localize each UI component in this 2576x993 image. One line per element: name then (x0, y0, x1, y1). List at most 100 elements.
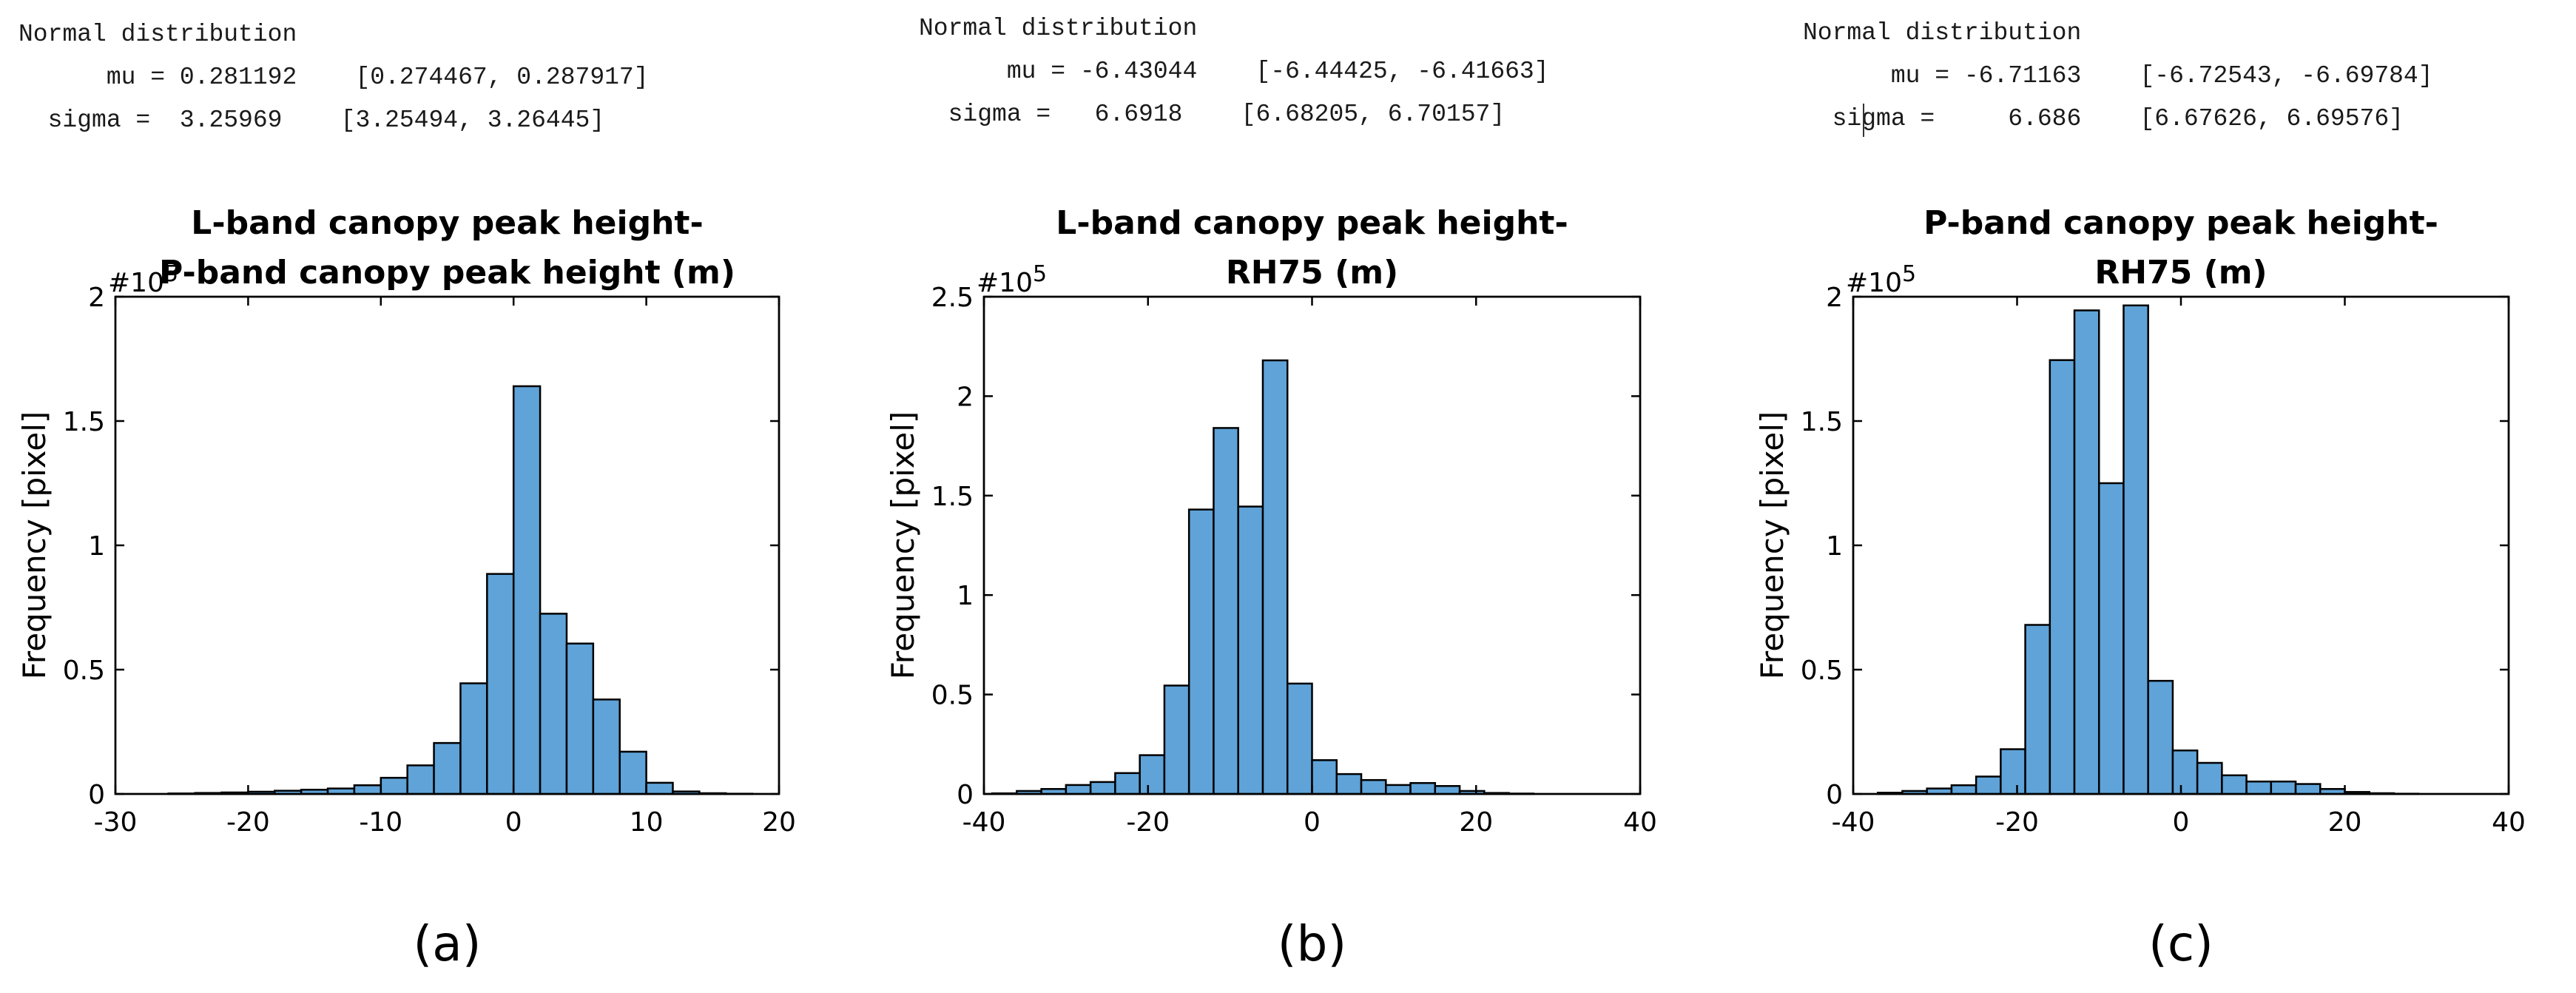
histogram-bar (1139, 754, 1166, 795)
x-tick-label: 40 (2492, 807, 2526, 838)
panel-label: (c) (2148, 915, 2213, 972)
y-axis-exponent-power: 5 (164, 261, 178, 287)
y-tick-label: 0.5 (931, 681, 974, 711)
x-tick-label: -30 (94, 807, 138, 838)
histogram-bar (1434, 784, 1461, 795)
histogram-bar (1975, 775, 2002, 795)
fit-row-sigma: sigma = 6.6918 [6.68205, 6.70157] (919, 101, 1505, 128)
fit-header: Normal distribution (18, 21, 297, 48)
bars (1876, 304, 2420, 795)
histogram-bar (2122, 304, 2149, 795)
x-tick-label: -10 (359, 807, 402, 838)
fit-row-mu: mu = -6.71163 [-6.72543, -6.69784] (1803, 62, 2433, 90)
histogram-bar (1237, 505, 1264, 795)
x-tick-label: 0 (1304, 807, 1321, 838)
histogram-bar (2294, 783, 2322, 795)
y-tick-label: 0.5 (1801, 656, 1843, 686)
y-tick-label: 1.5 (1801, 407, 1843, 437)
histogram-bar (1311, 759, 1338, 795)
histogram-bar (2098, 482, 2125, 795)
y-axis-exponent: #105 (977, 261, 1047, 298)
x-tick-label: 20 (1459, 807, 1493, 838)
histogram-bar (433, 741, 462, 795)
histogram-bar (1114, 772, 1141, 795)
histogram-bar (2000, 748, 2026, 795)
chart-title-line-1: P-band canopy peak height- (1923, 204, 2438, 242)
y-tick-label: 1 (957, 581, 974, 611)
chart-title-line-2: P-band canopy peak height (m) (159, 254, 735, 292)
y-axis-exponent-base: #10 (977, 268, 1033, 298)
x-tick-label: -20 (1995, 807, 2039, 838)
histogram-bar (2245, 780, 2273, 795)
y-tick-label: 1.5 (63, 407, 105, 437)
y-axis-exponent-power: 5 (1902, 261, 1916, 287)
histogram-bar (2147, 679, 2174, 795)
y-tick-label: 0.5 (63, 656, 105, 686)
plot-area (114, 295, 780, 795)
histogram-bar (618, 750, 647, 795)
panel-label: (b) (1278, 915, 1346, 972)
y-tick-label: 0 (957, 780, 974, 810)
x-tick-label: -40 (1832, 807, 1875, 838)
histogram-bar (1385, 784, 1412, 795)
y-tick-label: 1 (88, 531, 105, 562)
histogram-bar (1213, 427, 1239, 795)
histogram-bar (539, 613, 568, 795)
histogram-bar (1065, 784, 1092, 795)
y-tick-label: 0 (1826, 780, 1843, 810)
y-tick-label: 0 (88, 780, 105, 810)
y-axis-label: Frequency [pixel] (885, 411, 921, 680)
histogram-bar (1335, 772, 1363, 795)
histogram-bar (1089, 781, 1116, 795)
histogram-panel-a: Normal distribution mu = 0.281192 [0.274… (16, 21, 796, 972)
histogram-bar (565, 642, 595, 795)
chart-title-line-1: L-band canopy peak height- (191, 204, 703, 242)
histogram-bar (459, 682, 488, 795)
panel-label: (a) (414, 915, 482, 972)
histogram-bar (512, 385, 542, 795)
histogram-bar (380, 776, 408, 795)
chart-title-line-1: L-band canopy peak height- (1056, 204, 1568, 242)
chart-title-line-2: RH75 (m) (2094, 254, 2267, 292)
fit-header: Normal distribution (919, 15, 1197, 42)
y-tick-label: 1 (1826, 531, 1843, 562)
fit-output: Normal distribution mu = -6.71163 [-6.72… (1803, 19, 2433, 132)
x-tick-label: 0 (505, 807, 522, 838)
fit-output: Normal distribution mu = 0.281192 [0.274… (18, 21, 649, 134)
histogram-bar (592, 699, 621, 795)
y-axis-label: Frequency [pixel] (1754, 411, 1790, 680)
fit-header: Normal distribution (1803, 19, 2081, 47)
histogram-bar (2049, 359, 2076, 795)
histogram-bar (1261, 359, 1289, 795)
x-tick-label: 10 (630, 807, 664, 838)
y-axis-exponent: #105 (108, 261, 178, 298)
histogram-bar (2196, 761, 2223, 795)
histogram-bar (2024, 624, 2051, 795)
y-axis-exponent-power: 5 (1033, 261, 1047, 287)
plot-area (1852, 295, 2510, 795)
histogram-bar (1187, 508, 1215, 795)
fit-row-sigma: sigma = 3.25969 [3.25494, 3.26445] (18, 107, 604, 134)
y-axis-exponent-base: #10 (108, 268, 164, 298)
histogram-bar (2073, 309, 2100, 795)
histogram-bar (1286, 682, 1313, 795)
histogram-bar (1409, 781, 1437, 795)
bars (991, 359, 1535, 795)
x-tick-label: 20 (2328, 807, 2362, 838)
histogram-panel-c: Normal distribution mu = -6.71163 [-6.72… (1754, 19, 2526, 972)
histogram-bar (645, 781, 674, 795)
y-tick-label: 1.5 (931, 482, 974, 512)
fit-row-sigma: sigma = 6.686 [6.67626, 6.69576] (1803, 105, 2404, 132)
y-axis-label: Frequency [pixel] (16, 411, 53, 680)
fit-output: Normal distribution mu = -6.43044 [-6.44… (919, 15, 1549, 128)
y-axis-exponent: #105 (1846, 261, 1916, 298)
histogram-bar (353, 784, 382, 795)
x-tick-label: 20 (762, 807, 796, 838)
histogram-bar (2221, 774, 2248, 795)
x-tick-label: -20 (1126, 807, 1170, 838)
y-tick-label: 2 (1826, 283, 1843, 313)
histogram-panel-b: Normal distribution mu = -6.43044 [-6.44… (885, 15, 1657, 972)
x-tick-label: -20 (226, 807, 270, 838)
y-tick-label: 2.5 (931, 283, 974, 313)
